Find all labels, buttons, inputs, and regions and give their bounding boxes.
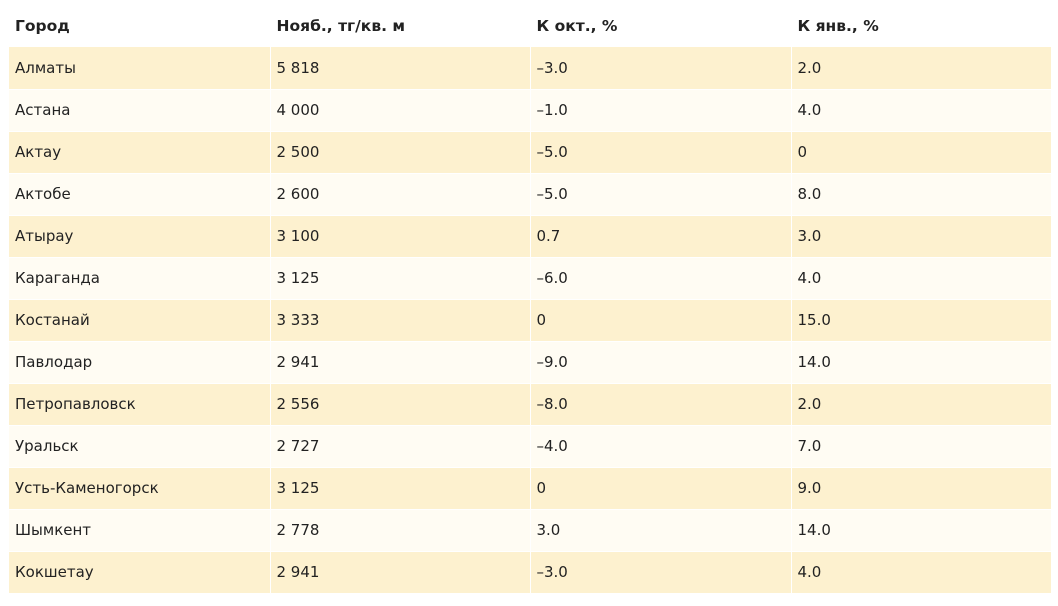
cell-change-vs-january: 9.0 — [790, 466, 1051, 509]
cell-change-vs-october: –4.0 — [529, 424, 791, 467]
cell-city: Актобе — [9, 172, 270, 215]
cell-november-price: 2 941 — [269, 340, 530, 383]
cell-city: Кокшетау — [9, 550, 270, 593]
table-row: Усть-Каменогорск 3 125 0 9.0 — [9, 466, 1051, 509]
cell-city: Актау — [9, 130, 270, 173]
table-row: Актобе 2 600 –5.0 8.0 — [9, 172, 1051, 215]
table-row: Актау 2 500 –5.0 0 — [9, 130, 1051, 173]
cell-change-vs-january: 14.0 — [790, 508, 1051, 551]
cell-city: Павлодар — [9, 340, 270, 383]
cell-change-vs-january: 2.0 — [790, 382, 1051, 425]
cell-change-vs-october: –3.0 — [529, 47, 791, 89]
cell-city: Астана — [9, 88, 270, 131]
cell-city: Атырау — [9, 214, 270, 257]
cell-change-vs-october: –9.0 — [529, 340, 791, 383]
cell-city: Петропавловск — [9, 382, 270, 425]
cell-change-vs-january: 2.0 — [790, 47, 1051, 89]
cell-change-vs-october: –8.0 — [529, 382, 791, 425]
cell-change-vs-january: 4.0 — [790, 256, 1051, 299]
table-body: Алматы 5 818 –3.0 2.0 Астана 4 000 –1.0 4.0 Акта… — [9, 47, 1051, 593]
cell-november-price: 2 941 — [269, 550, 530, 593]
cell-change-vs-october: 0.7 — [529, 214, 791, 257]
table-header: Город Нояб., тг/кв. м К окт., % К янв., … — [9, 5, 1051, 47]
cell-change-vs-october: 0 — [529, 466, 791, 509]
cell-change-vs-january: 8.0 — [790, 172, 1051, 215]
cell-november-price: 2 727 — [269, 424, 530, 467]
table-row: Петропавловск 2 556 –8.0 2.0 — [9, 382, 1051, 425]
header-change-vs-january: К янв., % — [790, 5, 1051, 47]
price-table: Город Нояб., тг/кв. м К окт., % К янв., … — [9, 5, 1051, 593]
cell-city: Уральск — [9, 424, 270, 467]
cell-change-vs-october: –6.0 — [529, 256, 791, 299]
cell-november-price: 2 600 — [269, 172, 530, 215]
cell-city: Усть-Каменогорск — [9, 466, 270, 509]
cell-november-price: 3 333 — [269, 298, 530, 341]
cell-november-price: 5 818 — [269, 47, 530, 89]
cell-change-vs-october: –3.0 — [529, 550, 791, 593]
cell-change-vs-january: 14.0 — [790, 340, 1051, 383]
price-table-container: Город Нояб., тг/кв. м К окт., % К янв., … — [9, 5, 1051, 593]
table-row: Павлодар 2 941 –9.0 14.0 — [9, 340, 1051, 383]
table-row: Костанай 3 333 0 15.0 — [9, 298, 1051, 341]
table-row: Шымкент 2 778 3.0 14.0 — [9, 508, 1051, 551]
cell-change-vs-october: –1.0 — [529, 88, 791, 131]
cell-change-vs-january: 15.0 — [790, 298, 1051, 341]
cell-change-vs-october: –5.0 — [529, 172, 791, 215]
cell-change-vs-october: 0 — [529, 298, 791, 341]
cell-change-vs-january: 7.0 — [790, 424, 1051, 467]
cell-november-price: 3 125 — [269, 256, 530, 299]
table-row: Уральск 2 727 –4.0 7.0 — [9, 424, 1051, 467]
cell-city: Караганда — [9, 256, 270, 299]
cell-november-price: 3 125 — [269, 466, 530, 509]
cell-change-vs-october: 3.0 — [529, 508, 791, 551]
cell-city: Алматы — [9, 47, 270, 89]
table-row: Астана 4 000 –1.0 4.0 — [9, 88, 1051, 131]
table-row: Атырау 3 100 0.7 3.0 — [9, 214, 1051, 257]
cell-change-vs-october: –5.0 — [529, 130, 791, 173]
cell-november-price: 2 556 — [269, 382, 530, 425]
cell-november-price: 2 500 — [269, 130, 530, 173]
cell-change-vs-january: 0 — [790, 130, 1051, 173]
header-row: Город Нояб., тг/кв. м К окт., % К янв., … — [9, 5, 1051, 47]
table-row: Алматы 5 818 –3.0 2.0 — [9, 47, 1051, 89]
header-city: Город — [15, 17, 70, 35]
cell-city: Шымкент — [9, 508, 270, 551]
cell-november-price: 3 100 — [269, 214, 530, 257]
header-november-price: Нояб., тг/кв. м — [269, 5, 530, 47]
table-row: Караганда 3 125 –6.0 4.0 — [9, 256, 1051, 299]
cell-change-vs-january: 4.0 — [790, 550, 1051, 593]
header-change-vs-october: К окт., % — [529, 5, 791, 47]
cell-november-price: 2 778 — [269, 508, 530, 551]
cell-november-price: 4 000 — [269, 88, 530, 131]
cell-change-vs-january: 4.0 — [790, 88, 1051, 131]
cell-city: Костанай — [9, 298, 270, 341]
table-row: Кокшетау 2 941 –3.0 4.0 — [9, 550, 1051, 593]
cell-change-vs-january: 3.0 — [790, 214, 1051, 257]
